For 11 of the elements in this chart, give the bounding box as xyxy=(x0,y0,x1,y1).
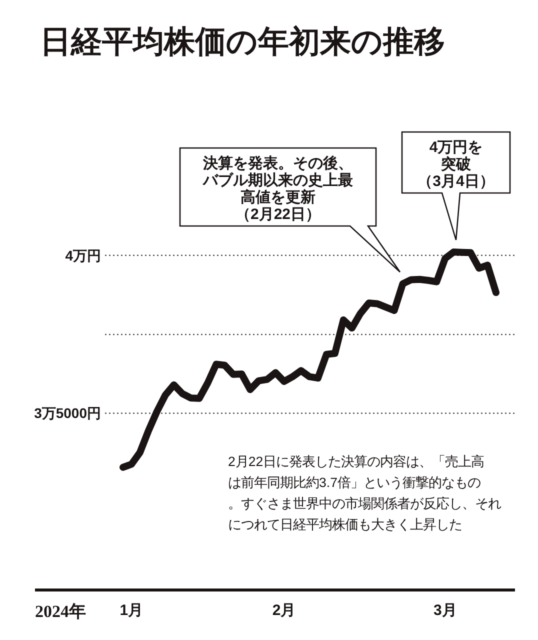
title: 日経平均株価の年初来の推移 xyxy=(40,24,445,59)
note: につれて日経平均株価も大きく上昇した xyxy=(228,517,462,532)
xlabel: 2024年 xyxy=(35,602,86,621)
note: 。すぐさま世界中の市場関係者が反応し、それ xyxy=(228,496,501,511)
note: は前年同期比約3.7倍」という衝撃的なもの xyxy=(228,475,480,490)
callout: 決算を発表。その後、バブル期以来の史上最高値を更新（2月22日） xyxy=(179,147,401,273)
xtick: 1月 xyxy=(120,602,144,619)
callout: 4万円を突破（3月4日） xyxy=(401,131,511,241)
note: 2月22日に発表した決算の内容は、「売上高 xyxy=(228,454,484,469)
xtick: 3月 xyxy=(433,602,457,619)
xtick: 2月 xyxy=(272,602,296,619)
